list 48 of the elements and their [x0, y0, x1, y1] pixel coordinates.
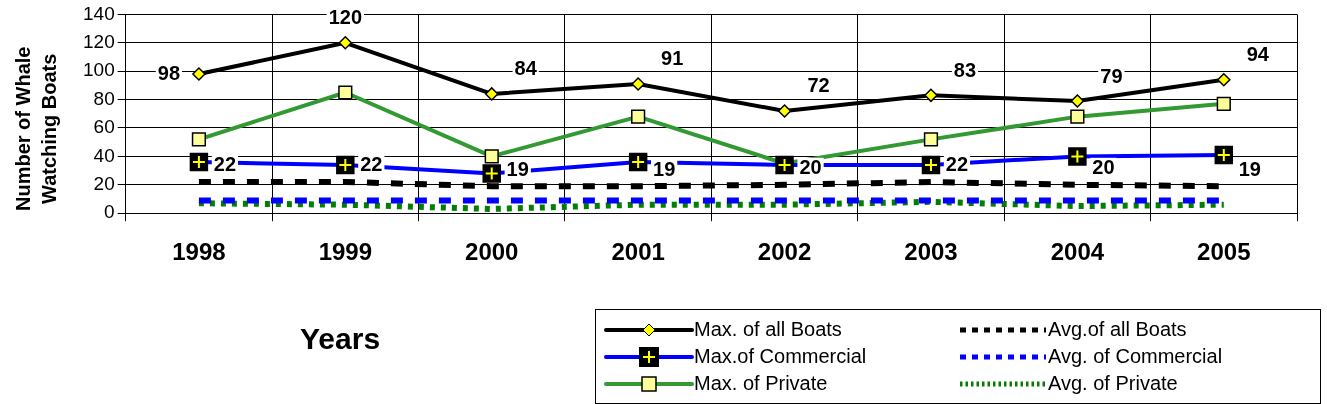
point: [777, 104, 792, 118]
data-label: 91: [661, 47, 684, 70]
x-tick-label: 2001: [611, 238, 665, 266]
y-tick-label: 40: [93, 144, 115, 166]
point: [924, 88, 938, 103]
data-label: 22: [360, 153, 383, 176]
data-label: 120: [328, 6, 363, 29]
legend-label: Max.of Commercial: [694, 345, 867, 368]
legend-label: Max. of Private: [694, 372, 828, 395]
x-tick-label: 2003: [904, 238, 958, 266]
y-tick-label: 0: [104, 201, 115, 223]
data-label: 22: [945, 153, 969, 176]
data-label: 19: [1238, 157, 1261, 180]
point: [1070, 94, 1085, 108]
x-tick-label: 2002: [757, 238, 812, 266]
y-tick-label: 100: [83, 59, 115, 81]
legend-label: Avg. of Private: [1048, 372, 1178, 395]
y-tick-label: 20: [93, 173, 115, 195]
point: [484, 87, 499, 101]
data-label: 72: [807, 74, 830, 97]
y-tick-label: 140: [83, 2, 115, 24]
legend-label: Avg. of Commercial: [1048, 345, 1223, 368]
data-label: 20: [799, 156, 822, 179]
data-label: 98: [157, 61, 181, 84]
x-tick-label: 2000: [465, 238, 519, 266]
legend-label: Avg.of all Boats: [1048, 318, 1187, 341]
y-tick-label: 120: [83, 31, 115, 53]
data-label: 19: [653, 157, 676, 180]
point: [631, 77, 645, 91]
x-axis-title: Years: [300, 322, 381, 356]
data-label: 94: [1246, 43, 1270, 66]
point: [192, 67, 206, 81]
data-label: 22: [213, 153, 237, 176]
x-tick-label: 1999: [318, 238, 373, 266]
data-label: 20: [1092, 156, 1115, 179]
data-label: 19: [506, 157, 529, 180]
x-tick-label: 2004: [1050, 238, 1105, 266]
legend-label: Max. of all Boats: [694, 318, 842, 341]
y-tick-label: 60: [93, 116, 115, 138]
point: [1217, 72, 1231, 87]
y-axis-title: Number of Whale Watching Boats: [11, 45, 61, 214]
data-label: 84: [514, 57, 538, 80]
point: [338, 36, 353, 50]
data-label: 83: [953, 58, 977, 81]
x-tick-label: 2005: [1197, 238, 1251, 266]
x-tick-label: 1998: [172, 238, 226, 266]
y-tick-label: 80: [93, 87, 115, 109]
data-label: 79: [1100, 64, 1123, 87]
